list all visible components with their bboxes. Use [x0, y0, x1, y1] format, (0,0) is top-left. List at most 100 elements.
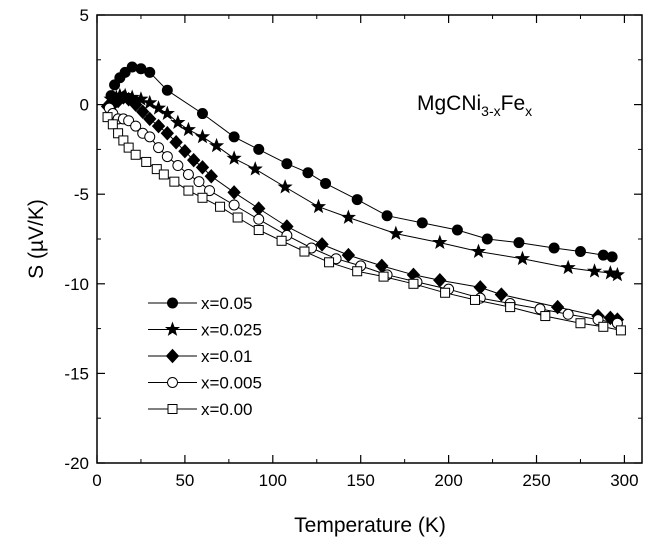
data-point — [540, 311, 551, 322]
x-tick-label: 300 — [610, 471, 638, 490]
data-point — [560, 259, 576, 275]
data-point — [228, 199, 240, 211]
legend-label: x=0.05 — [201, 294, 253, 313]
data-point — [253, 225, 264, 236]
series-x=0.005 — [103, 102, 623, 329]
data-point — [315, 237, 329, 252]
y-axis-label: S (µV/K) — [25, 199, 48, 279]
data-point — [433, 272, 447, 288]
data-point — [494, 287, 509, 302]
data-point — [550, 299, 565, 315]
data-point — [232, 212, 243, 223]
data-point — [514, 250, 531, 266]
x-tick-label: 250 — [522, 471, 550, 490]
data-point — [144, 66, 156, 78]
x-tick-label: 100 — [259, 471, 287, 490]
data-point — [586, 263, 603, 278]
data-point — [351, 194, 363, 206]
data-point — [440, 287, 451, 298]
data-point — [416, 217, 428, 229]
x-tick-label: 150 — [347, 471, 375, 490]
data-point — [597, 249, 609, 261]
data-point — [151, 118, 166, 134]
data-point — [340, 209, 356, 224]
data-point — [159, 105, 175, 120]
data-point — [277, 179, 293, 194]
data-point — [310, 198, 327, 214]
y-tick-label: 5 — [80, 6, 89, 25]
legend-item: x=0.05 — [148, 294, 253, 313]
data-point — [136, 104, 150, 120]
data-point — [276, 235, 287, 246]
data-point — [169, 134, 183, 150]
series-x=0.00 — [102, 112, 626, 336]
data-point — [598, 321, 609, 332]
legend-marker — [167, 297, 178, 309]
data-point — [180, 121, 196, 137]
legend-item: x=0.005 — [148, 374, 262, 393]
data-layer — [100, 61, 626, 336]
data-point — [195, 160, 210, 175]
legend-item: x=0.01 — [148, 347, 253, 366]
compound-middle: Fe — [501, 92, 526, 115]
data-point — [247, 161, 263, 176]
x-tick-label: 200 — [434, 471, 462, 490]
data-point — [281, 158, 293, 170]
data-point — [123, 142, 134, 153]
compound-subscript-2: x — [525, 103, 532, 119]
data-point — [153, 142, 165, 154]
legend: x=0.05 x=0.025 x=0.01 x=0.005 x=0.00 — [148, 294, 262, 419]
data-point — [208, 137, 225, 153]
data-point — [352, 266, 363, 277]
data-point — [141, 156, 152, 167]
data-point — [513, 237, 525, 249]
data-point — [615, 325, 626, 336]
legend-label: x=0.00 — [201, 400, 253, 419]
series-x=0.025 — [103, 87, 625, 282]
data-point — [408, 278, 419, 289]
data-point — [151, 164, 162, 175]
compound-subscript-1: 3-x — [481, 103, 500, 119]
legend-label: x=0.01 — [201, 347, 253, 366]
series-line — [107, 96, 618, 321]
data-point — [253, 213, 265, 225]
data-point — [160, 126, 175, 141]
data-point — [341, 247, 356, 263]
data-point — [142, 94, 158, 110]
data-point — [548, 242, 560, 254]
plot-frame — [96, 14, 643, 464]
x-axis-label: Temperature (K) — [294, 514, 446, 537]
data-point — [575, 318, 586, 329]
series-line — [110, 66, 613, 258]
data-point — [158, 169, 169, 180]
data-point — [320, 177, 332, 189]
legend-marker — [165, 348, 180, 364]
data-point — [470, 243, 487, 258]
y-tick-label: -5 — [74, 185, 89, 204]
data-point — [128, 97, 143, 112]
data-point — [451, 224, 463, 236]
data-point — [562, 308, 574, 320]
compound-base: MgCNi — [417, 92, 481, 115]
data-point — [609, 266, 625, 282]
data-point — [187, 152, 201, 168]
legend-item: x=0.025 — [148, 321, 262, 340]
data-point — [144, 131, 156, 143]
data-point — [194, 128, 211, 144]
data-point — [469, 294, 480, 305]
data-point — [606, 251, 618, 263]
data-point — [113, 128, 124, 139]
data-point — [172, 160, 184, 172]
data-point — [378, 271, 389, 282]
data-point — [473, 280, 487, 295]
data-point — [107, 119, 118, 130]
data-point — [182, 168, 194, 180]
y-tick-label: 0 — [80, 96, 89, 115]
data-point — [253, 143, 265, 155]
data-point — [133, 91, 149, 106]
data-point — [143, 111, 157, 127]
data-point — [324, 257, 335, 268]
data-point — [432, 234, 448, 250]
data-point — [388, 225, 404, 241]
data-point — [193, 176, 205, 188]
